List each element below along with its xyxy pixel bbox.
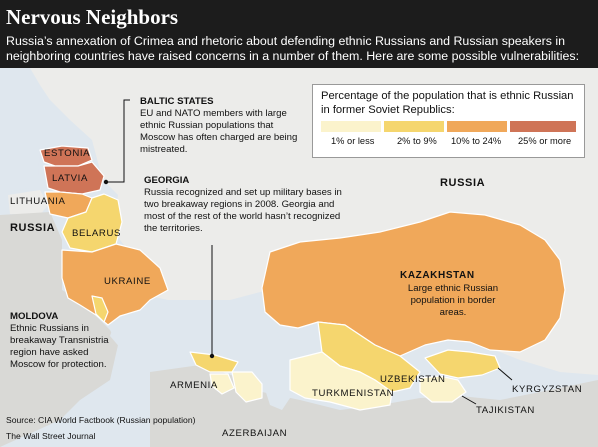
label-lithuania: LITHUANIA — [10, 196, 66, 207]
baltic-sea — [0, 68, 40, 192]
legend-swatch-3 — [447, 121, 507, 132]
georgia-leader-dot — [209, 353, 215, 359]
label-kazakhstan: KAZAKHSTAN — [400, 270, 475, 281]
ukraine-shape — [61, 243, 169, 326]
latvia-shape — [43, 161, 105, 195]
baltic-text: EU and NATO members with large ethnic Ru… — [140, 108, 298, 155]
baltic-leader-line — [106, 99, 130, 183]
kyrgyzstan-shape — [424, 349, 501, 379]
source-note: Source: CIA World Factbook (Russian popu… — [6, 412, 195, 444]
label-tajikistan: TAJIKISTAN — [476, 405, 535, 416]
kazakhstan-text: Large ethnic Russian population in borde… — [407, 283, 499, 318]
moldova-heading: MOLDOVA — [10, 311, 59, 322]
label-kyrgyzstan: KYRGYZSTAN — [512, 384, 583, 395]
publisher-line: The Wall Street Journal — [6, 431, 96, 441]
legend-swatch-4 — [510, 121, 576, 132]
moldova-text: Ethnic Russians in breakaway Transnistri… — [10, 323, 109, 370]
georgia-text: Russia recognized and set up military ba… — [144, 187, 342, 234]
legend: Percentage of the population that is eth… — [312, 84, 585, 158]
kazakhstan-shape — [261, 211, 566, 357]
tajikistan-leader-line — [461, 395, 477, 405]
moldova-shape — [91, 295, 109, 323]
legend-swatch-2 — [384, 121, 444, 132]
armenia-shape — [209, 373, 235, 395]
other-land-west — [0, 212, 118, 447]
azerbaijan-shape — [231, 371, 263, 403]
legend-label-3: 10% to 24% — [451, 136, 502, 146]
label-armenia: ARMENIA — [170, 380, 218, 391]
label-belarus: BELARUS — [72, 228, 121, 239]
label-russia-west: RUSSIA — [10, 222, 56, 234]
baltic-leader-dot — [103, 179, 109, 185]
page-title: Nervous Neighbors — [6, 5, 179, 29]
label-uzbekistan: UZBEKISTAN — [380, 374, 446, 385]
legend-label-2: 2% to 9% — [397, 136, 437, 146]
page-subtitle: Russia’s annexation of Crimea and rhetor… — [6, 34, 580, 63]
label-turkmenistan: TURKMENISTAN — [312, 388, 395, 399]
turkmenistan-shape — [289, 351, 393, 411]
estonia-shape — [39, 145, 93, 167]
georgia-heading: GEORGIA — [144, 175, 190, 186]
tajikistan-shape — [419, 375, 467, 403]
black-sea — [110, 318, 210, 360]
source-line: Source: CIA World Factbook (Russian popu… — [6, 415, 196, 425]
legend-label-1: 1% or less — [331, 136, 375, 146]
label-azerbaijan: AZERBAIJAN — [222, 428, 288, 439]
baltic-heading: BALTIC STATES — [140, 96, 214, 107]
legend-label-4: 25% or more — [518, 136, 572, 146]
label-ukraine: UKRAINE — [104, 276, 151, 287]
kaliningrad-region — [8, 190, 48, 215]
label-estonia: ESTONIA — [44, 148, 91, 159]
belarus-shape — [61, 193, 123, 253]
legend-swatch-1 — [321, 121, 381, 132]
kyrgyzstan-leader-line — [497, 367, 513, 381]
header: Nervous Neighbors Russia’s annexation of… — [0, 0, 598, 68]
legend-title: Percentage of the population that is eth… — [321, 90, 574, 116]
caspian-sea — [258, 318, 292, 410]
label-latvia: LATVIA — [52, 173, 88, 184]
label-russia-east: RUSSIA — [440, 177, 486, 189]
